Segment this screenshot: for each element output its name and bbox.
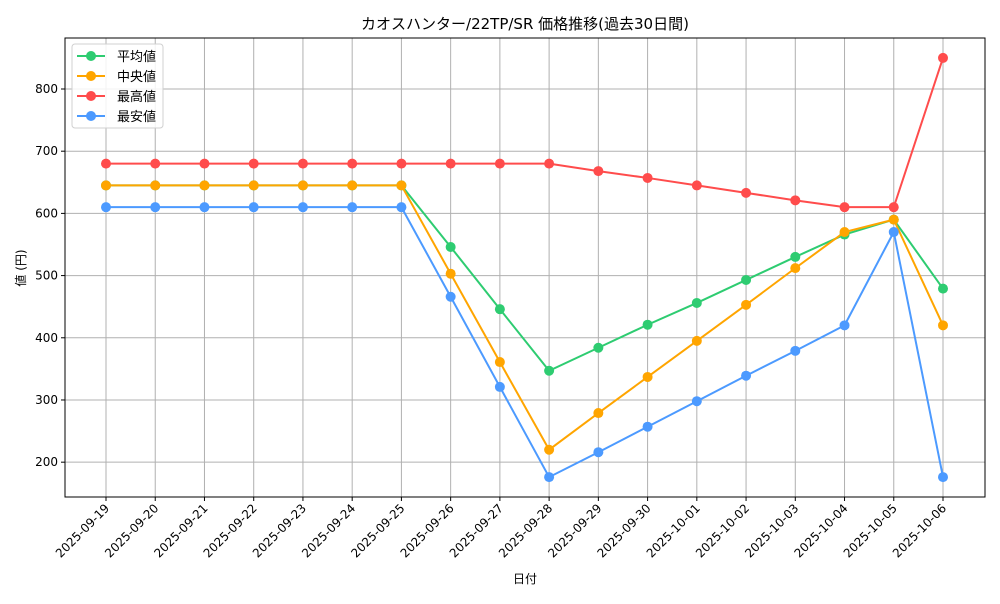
data-point xyxy=(494,158,505,169)
legend-label: 中央値 xyxy=(117,69,156,85)
series-0 xyxy=(101,180,948,376)
data-point xyxy=(790,251,801,262)
data-point xyxy=(297,158,308,169)
legend-marker xyxy=(86,71,96,81)
data-point xyxy=(691,396,702,407)
data-point xyxy=(938,52,948,63)
data-point xyxy=(839,320,850,331)
data-point xyxy=(101,180,111,191)
data-point xyxy=(938,320,948,331)
data-point xyxy=(199,180,210,191)
plot-frame xyxy=(64,37,986,498)
data-point xyxy=(297,180,308,191)
series-line xyxy=(106,57,944,209)
data-point xyxy=(642,371,653,382)
data-point xyxy=(790,263,801,274)
data-point xyxy=(445,158,456,169)
data-point xyxy=(741,299,752,310)
grid xyxy=(65,38,985,497)
data-point xyxy=(691,297,702,308)
series-line xyxy=(106,206,944,479)
legend-label: 最安値 xyxy=(117,109,156,125)
data-point xyxy=(494,357,505,368)
data-point xyxy=(839,227,850,238)
legend-label: 平均値 xyxy=(117,49,156,65)
y-tick-label: 800 xyxy=(35,82,58,96)
legend-marker xyxy=(86,111,96,121)
y-tick-label: 300 xyxy=(35,393,58,407)
data-point xyxy=(396,158,407,169)
data-point xyxy=(101,202,111,213)
data-point xyxy=(544,472,555,483)
data-point xyxy=(790,195,801,206)
data-point xyxy=(347,158,358,169)
data-point xyxy=(593,408,604,419)
data-point xyxy=(101,158,111,169)
data-point xyxy=(741,370,752,381)
data-point xyxy=(248,180,259,191)
y-tick-label: 700 xyxy=(35,144,58,158)
y-tick-label: 600 xyxy=(35,206,58,220)
y-tick-label: 500 xyxy=(35,269,58,283)
series-3 xyxy=(101,202,948,483)
data-point xyxy=(938,472,948,483)
data-point xyxy=(248,202,259,213)
data-point xyxy=(741,187,752,198)
data-point xyxy=(888,202,899,213)
data-point xyxy=(642,319,653,330)
data-point xyxy=(347,180,358,191)
data-point xyxy=(593,447,604,458)
data-point xyxy=(396,202,407,213)
legend-marker xyxy=(86,51,96,61)
x-ticks: 2025-09-192025-09-202025-09-212025-09-22… xyxy=(53,497,949,560)
y-tick-label: 200 xyxy=(35,455,58,469)
legend-box xyxy=(71,43,164,129)
data-point xyxy=(642,421,653,432)
legend-marker xyxy=(86,91,96,101)
data-point xyxy=(741,274,752,285)
data-point xyxy=(494,381,505,392)
legend-label: 最高値 xyxy=(117,89,156,105)
series-line xyxy=(106,184,944,452)
data-point xyxy=(691,335,702,346)
y-ticks: 200 300 400 500 600 700 800 xyxy=(35,82,65,469)
data-point xyxy=(544,444,555,455)
data-point xyxy=(839,202,850,213)
data-point xyxy=(347,202,358,213)
data-point xyxy=(544,365,555,376)
y-tick-label: 400 xyxy=(35,331,58,345)
y-axis-label: 値 (円) xyxy=(13,249,28,286)
series-2 xyxy=(101,52,948,213)
data-point xyxy=(494,304,505,315)
data-point xyxy=(445,241,456,252)
data-point xyxy=(150,202,161,213)
data-point xyxy=(888,214,899,225)
data-point xyxy=(445,291,456,302)
data-point xyxy=(248,158,259,169)
data-point xyxy=(938,283,948,294)
x-axis-label: 日付 xyxy=(513,572,537,586)
series-1 xyxy=(101,180,948,455)
data-point xyxy=(150,180,161,191)
chart-title: カオスハンター/22TP/SR 価格推移(過去30日間) xyxy=(361,15,689,33)
data-point xyxy=(445,268,456,279)
data-point xyxy=(593,342,604,353)
data-point xyxy=(691,180,702,191)
data-point xyxy=(642,172,653,183)
data-point xyxy=(544,158,555,169)
data-point xyxy=(199,158,210,169)
data-point xyxy=(150,158,161,169)
data-point xyxy=(790,345,801,356)
data-point xyxy=(199,202,210,213)
data-point xyxy=(593,166,604,177)
series-group xyxy=(101,52,948,483)
data-point xyxy=(888,227,899,238)
data-point xyxy=(297,202,308,213)
data-point xyxy=(396,180,407,191)
